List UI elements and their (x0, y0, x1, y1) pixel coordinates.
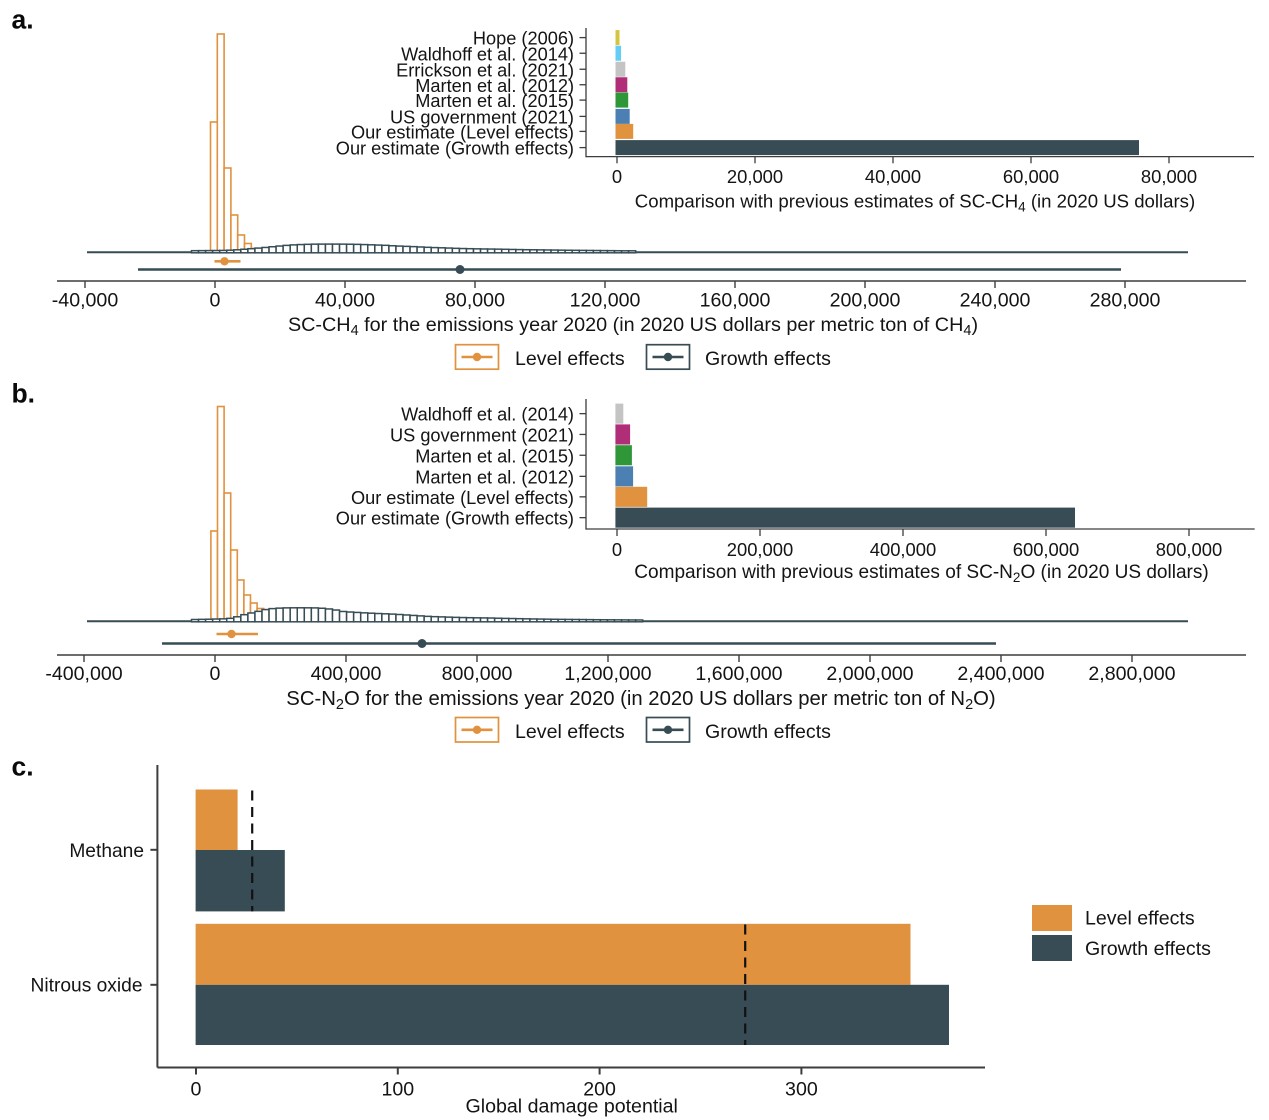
svg-text:Level effects: Level effects (515, 721, 625, 743)
svg-text:0: 0 (191, 1079, 202, 1101)
svg-text:Marten et al. (2015): Marten et al. (2015) (415, 446, 574, 466)
svg-text:a.: a. (12, 5, 34, 35)
svg-text:100: 100 (381, 1079, 414, 1101)
svg-text:800,000: 800,000 (1156, 539, 1222, 560)
svg-text:120,000: 120,000 (570, 290, 641, 312)
svg-text:Level effects: Level effects (515, 348, 625, 370)
svg-text:Level effects: Level effects (1085, 908, 1195, 930)
svg-text:Growth effects: Growth effects (1085, 938, 1211, 960)
svg-text:Methane: Methane (69, 841, 144, 862)
svg-text:Comparison with previous estim: Comparison with previous estimates of SC… (634, 562, 1208, 585)
svg-text:0: 0 (210, 663, 221, 685)
svg-text:Errickson et al. (2021): Errickson et al. (2021) (396, 60, 574, 80)
svg-text:60,000: 60,000 (1003, 166, 1059, 187)
svg-text:40,000: 40,000 (315, 290, 375, 312)
svg-text:Our estimate (Growth effects): Our estimate (Growth effects) (336, 509, 574, 529)
svg-text:200,000: 200,000 (727, 539, 793, 560)
svg-text:Our estimate (Level effects): Our estimate (Level effects) (351, 122, 574, 142)
svg-text:Growth effects: Growth effects (705, 348, 831, 370)
svg-text:600,000: 600,000 (1013, 539, 1079, 560)
svg-text:Marten et al. (2015): Marten et al. (2015) (415, 91, 574, 111)
svg-text:80,000: 80,000 (445, 290, 505, 312)
svg-text:SC-CH4​ for the emissions year: SC-CH4​ for the emissions year 2020 (in … (288, 314, 978, 339)
svg-text:Our estimate (Growth effects): Our estimate (Growth effects) (336, 139, 574, 159)
svg-text:Our estimate (Level effects): Our estimate (Level effects) (351, 488, 574, 508)
svg-text:-400,000: -400,000 (45, 663, 122, 685)
svg-text:Global damage potential: Global damage potential (465, 1096, 677, 1118)
svg-text:240,000: 240,000 (960, 290, 1031, 312)
svg-text:20,000: 20,000 (727, 166, 783, 187)
svg-text:Comparison with previous estim: Comparison with previous estimates of SC… (635, 191, 1195, 215)
svg-text:Growth effects: Growth effects (705, 721, 831, 743)
svg-text:160,000: 160,000 (700, 290, 771, 312)
svg-text:400,000: 400,000 (870, 539, 936, 560)
svg-text:b.: b. (12, 378, 36, 408)
svg-text:c.: c. (12, 752, 34, 782)
svg-text:280,000: 280,000 (1090, 290, 1161, 312)
svg-text:US government (2021): US government (2021) (390, 107, 574, 127)
svg-text:Marten et al. (2012): Marten et al. (2012) (415, 76, 574, 96)
svg-text:300: 300 (785, 1079, 818, 1101)
svg-text:Nitrous oxide: Nitrous oxide (31, 975, 143, 996)
svg-text:Marten et al. (2012): Marten et al. (2012) (415, 467, 574, 487)
svg-text:1,200,000: 1,200,000 (564, 663, 651, 685)
svg-text:Waldhoff et al. (2014): Waldhoff et al. (2014) (401, 405, 574, 425)
svg-text:400,000: 400,000 (311, 663, 382, 685)
svg-text:2,800,000: 2,800,000 (1088, 663, 1175, 685)
svg-text:0: 0 (612, 539, 622, 560)
svg-text:Hope (2006): Hope (2006) (473, 29, 574, 49)
svg-text:200,000: 200,000 (830, 290, 901, 312)
svg-text:-40,000: -40,000 (52, 290, 119, 312)
svg-text:US government (2021): US government (2021) (390, 425, 574, 445)
svg-text:800,000: 800,000 (442, 663, 513, 685)
svg-text:0: 0 (612, 166, 622, 187)
svg-text:80,000: 80,000 (1141, 166, 1197, 187)
svg-text:40,000: 40,000 (865, 166, 921, 187)
svg-text:0: 0 (210, 290, 221, 312)
svg-text:2,400,000: 2,400,000 (957, 663, 1044, 685)
svg-text:2,000,000: 2,000,000 (826, 663, 913, 685)
svg-text:1,600,000: 1,600,000 (695, 663, 782, 685)
svg-text:SC-N2​O for the emissions year: SC-N2​O for the emissions year 2020 (in … (286, 688, 995, 713)
svg-text:200: 200 (583, 1079, 616, 1101)
svg-text:Waldhoff et al. (2014): Waldhoff et al. (2014) (401, 44, 574, 64)
